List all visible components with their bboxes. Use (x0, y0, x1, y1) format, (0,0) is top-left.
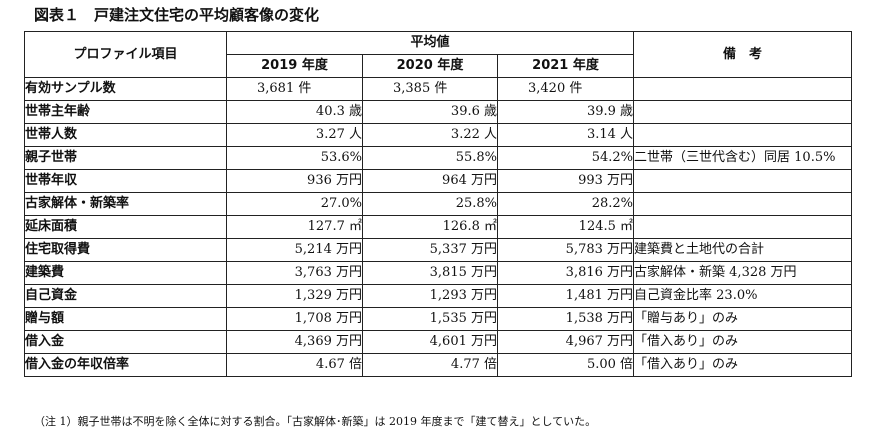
value-cell: 3,385 件 (362, 77, 498, 101)
note-cell: 建築費と土地代の合計 (633, 238, 853, 262)
table-row: 親子世帯 53.6% 55.8% 54.2% 二世帯（三世代含む）同居 10.5% (24, 146, 853, 170)
row-label: 借入金の年収倍率 (24, 353, 227, 377)
value-cell: 936 万円 (226, 169, 363, 193)
figure-title: 図表１ 戸建注文住宅の平均顧客像の変化 (34, 6, 320, 24)
value-cell: 1,329 万円 (226, 284, 363, 308)
value-cell: 28.2% (496, 192, 635, 216)
table-row: 延床面積 127.7 ㎡ 126.8 ㎡ 124.5 ㎡ (24, 215, 853, 239)
value-cell: 5.00 倍 (496, 353, 635, 377)
value-cell: 964 万円 (362, 169, 498, 193)
value-cell: 4.67 倍 (226, 353, 363, 377)
note-cell: 二世帯（三世代含む）同居 10.5% (633, 146, 853, 170)
value-cell: 1,708 万円 (226, 307, 363, 331)
table-row: 古家解体・新築率 27.0% 25.8% 28.2% (24, 192, 853, 216)
header-item: プロファイル項目 (24, 31, 227, 78)
value-cell: 1,293 万円 (362, 284, 498, 308)
table-row: 借入金 4,369 万円 4,601 万円 4,967 万円 「借入あり」のみ (24, 330, 853, 354)
profile-table: プロファイル項目 平均値 備 考 2019 年度 2020 年度 2021 年度… (24, 31, 853, 377)
note-cell: 「借入あり」のみ (633, 330, 853, 354)
table-row: 住宅取得費 5,214 万円 5,337 万円 5,783 万円 建築費と土地代の合計 (24, 238, 853, 262)
row-label: 住宅取得費 (24, 238, 227, 262)
note-cell (633, 169, 853, 193)
value-cell: 39.9 歳 (496, 100, 635, 124)
value-cell: 5,214 万円 (226, 238, 363, 262)
value-cell: 40.3 歳 (226, 100, 363, 124)
value-cell: 124.5 ㎡ (496, 215, 635, 239)
value-cell: 53.6% (226, 146, 363, 170)
value-cell: 39.6 歳 (362, 100, 498, 124)
value-cell: 4,369 万円 (226, 330, 363, 354)
value-cell: 54.2% (496, 146, 635, 170)
table-row: 世帯年収 936 万円 964 万円 993 万円 (24, 169, 853, 193)
value-cell: 5,337 万円 (362, 238, 498, 262)
note-cell (633, 100, 853, 124)
table-row: 借入金の年収倍率 4.67 倍 4.77 倍 5.00 倍「借入あり」のみ (24, 353, 853, 377)
row-label: 贈与額 (24, 307, 227, 331)
row-label: 世帯年収 (24, 169, 227, 193)
note-cell: 「借入あり」のみ (633, 353, 853, 377)
table-row: 世帯主年齢 40.3 歳 39.6 歳 39.9 歳 (24, 100, 853, 124)
value-cell: 3.27 人 (226, 123, 363, 147)
value-cell: 3,763 万円 (226, 261, 363, 285)
note-cell (633, 123, 853, 147)
value-cell: 3,815 万円 (362, 261, 498, 285)
note-cell (633, 77, 853, 101)
table-row: 贈与額 1,708 万円 1,535 万円 1,538 万円 「贈与あり」のみ (24, 307, 853, 331)
value-cell: 3,816 万円 (496, 261, 635, 285)
note-cell (633, 215, 853, 239)
row-label: 自己資金 (24, 284, 227, 308)
value-cell: 3.14 人 (496, 123, 635, 147)
value-cell: 25.8% (362, 192, 498, 216)
value-cell: 55.8% (362, 146, 498, 170)
value-cell: 4,601 万円 (362, 330, 498, 354)
value-cell: 5,783 万円 (496, 238, 635, 262)
row-label: 延床面積 (24, 215, 227, 239)
value-cell: 1,535 万円 (362, 307, 498, 331)
table-row: 世帯人数 3.27 人 3.22 人 3.14 人 (24, 123, 853, 147)
note-cell: 古家解体・新築 4,328 万円 (633, 261, 853, 285)
table-row: 建築費 3,763 万円 3,815 万円 3,816 万円 古家解体・新築 4,328… (24, 261, 853, 285)
value-cell: 126.8 ㎡ (362, 215, 498, 239)
value-cell: 993 万円 (496, 169, 635, 193)
table-row: 有効サンプル数 3,681 件 3,385 件 3,420 件 (24, 77, 853, 101)
footnote: （注 1）親子世帯は不明を除く全体に対する割合。「古家解体･新築」は 2019 … (34, 415, 597, 428)
header-notes: 備 考 (633, 31, 853, 78)
value-cell: 1,538 万円 (496, 307, 635, 331)
header-year-2019: 2019 年度 (226, 54, 363, 78)
value-cell: 3,420 件 (496, 77, 635, 101)
table-row: 自己資金 1,329 万円 1,293 万円 1,481 万円 自己資金比率 23.0% (24, 284, 853, 308)
header-average: 平均値 (225, 31, 635, 55)
value-cell: 3,681 件 (226, 77, 363, 101)
value-cell: 4,967 万円 (496, 330, 635, 354)
header-year-2020: 2020 年度 (362, 54, 498, 78)
row-label: 親子世帯 (24, 146, 227, 170)
header-year-2021: 2021 年度 (496, 54, 635, 78)
row-label: 世帯人数 (24, 123, 227, 147)
row-label: 有効サンプル数 (24, 77, 227, 101)
row-label: 古家解体・新築率 (24, 192, 227, 216)
row-label: 借入金 (24, 330, 227, 354)
value-cell: 1,481 万円 (496, 284, 635, 308)
value-cell: 27.0% (226, 192, 363, 216)
row-label: 世帯主年齢 (24, 100, 227, 124)
value-cell: 4.77 倍 (362, 353, 498, 377)
row-label: 建築費 (24, 261, 227, 285)
value-cell: 3.22 人 (362, 123, 498, 147)
note-cell: 「贈与あり」のみ (633, 307, 853, 331)
value-cell: 127.7 ㎡ (226, 215, 363, 239)
note-cell: 自己資金比率 23.0% (633, 284, 853, 308)
note-cell (633, 192, 853, 216)
